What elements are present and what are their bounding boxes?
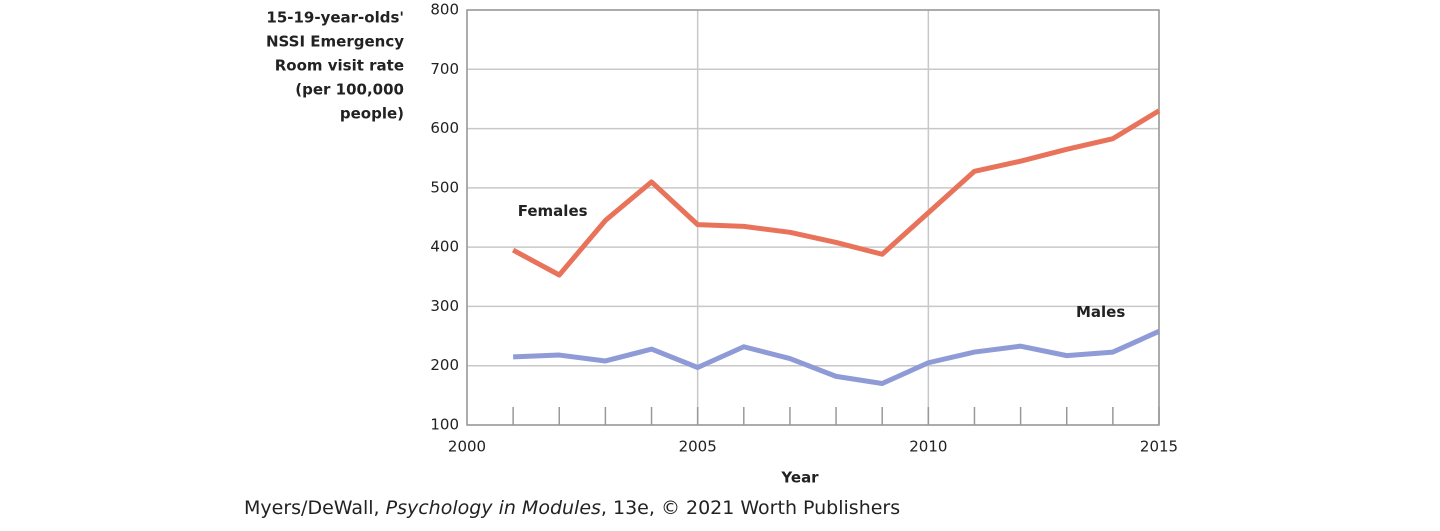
y-tick-label: 200 — [430, 356, 459, 374]
y-tick-label: 500 — [430, 178, 459, 196]
y-tick-label: 800 — [430, 1, 459, 19]
y-axis-label: (per 100,000 — [295, 81, 404, 99]
y-tick-label: 300 — [430, 297, 459, 315]
y-tick-label: 700 — [430, 60, 459, 78]
x-tick-label: 2010 — [909, 438, 947, 456]
source-part: , 13e, © 2021 Worth Publishers — [601, 497, 900, 519]
x-tick-label: 2000 — [448, 438, 486, 456]
x-tick-label: 2005 — [679, 438, 717, 456]
x-axis-label: Year — [780, 469, 819, 487]
series-line — [511, 108, 1161, 278]
source-part: Psychology in Modules — [386, 497, 601, 519]
plot-frame — [466, 9, 1160, 426]
y-axis-label: NSSI Emergency — [266, 33, 404, 51]
y-axis-label: Room visit rate — [275, 57, 404, 75]
y-tick-label: 100 — [430, 416, 459, 434]
source-credit: Myers/DeWall, Psychology in Modules, 13e… — [244, 497, 900, 519]
source-part: Myers/DeWall, — [244, 497, 386, 519]
series-label: Females — [518, 202, 588, 220]
y-axis-label: people) — [340, 105, 404, 123]
y-axis-label: 15-19-year-olds' — [266, 9, 404, 27]
y-tick-label: 400 — [430, 238, 459, 256]
x-tick-label: 2015 — [1140, 438, 1178, 456]
series-label: Males — [1076, 303, 1125, 321]
y-tick-label: 600 — [430, 119, 459, 137]
series-line — [513, 329, 1161, 386]
